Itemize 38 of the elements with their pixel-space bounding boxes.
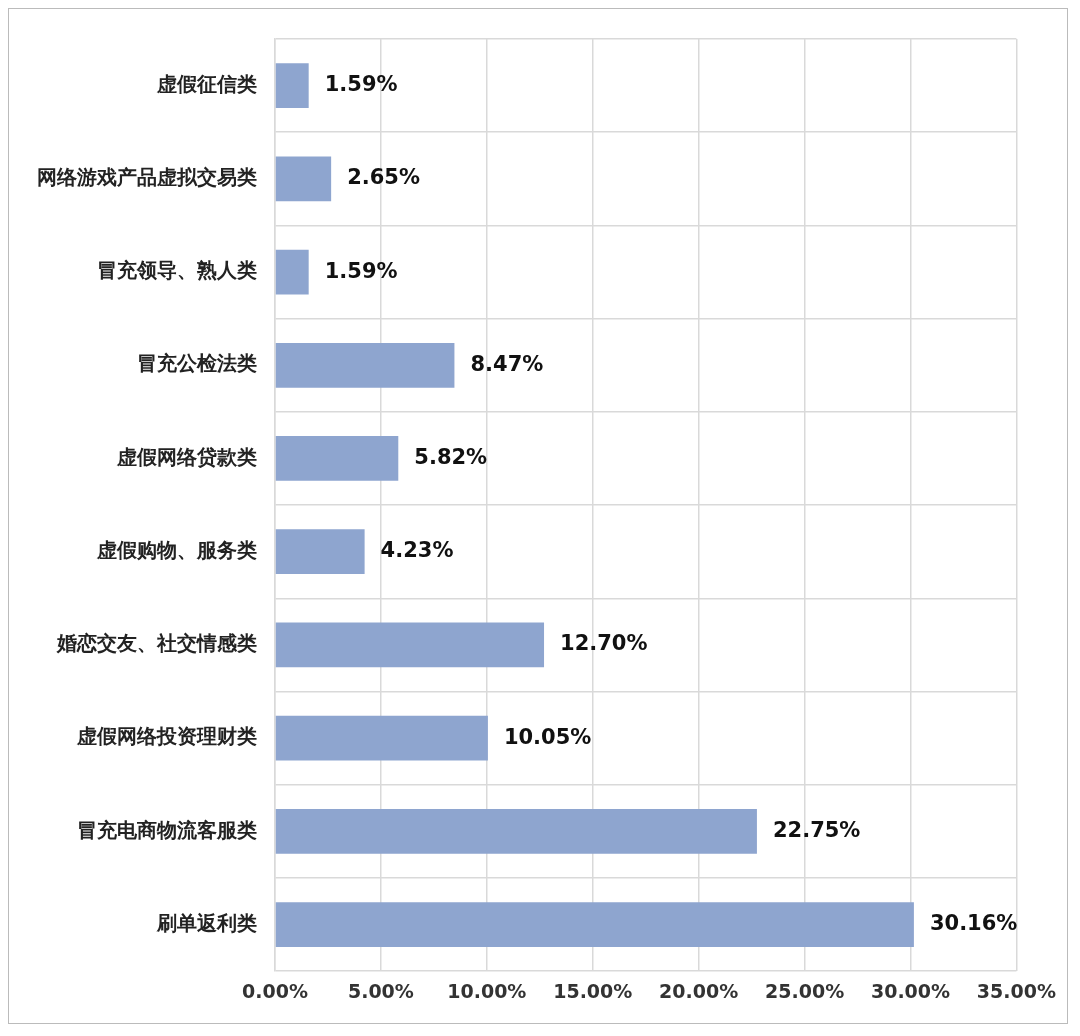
bar (275, 529, 365, 575)
bar (275, 156, 332, 202)
y-tick-label: 冒充领导、熟人类 (97, 258, 257, 283)
x-tick-label: 0.00% (242, 979, 308, 1002)
y-tick-label: 婚恋交友、社交情感类 (56, 631, 257, 656)
x-tick-label: 35.00% (976, 979, 1056, 1002)
data-label: 4.23% (380, 538, 454, 563)
data-label: 30.16% (929, 911, 1018, 936)
bar (275, 342, 455, 388)
data-label: 1.59% (324, 258, 398, 283)
data-label: 5.82% (414, 444, 488, 469)
x-tick-label: 10.00% (447, 979, 527, 1002)
bar (275, 63, 309, 108)
bar (275, 249, 309, 295)
y-tick-label: 冒充电商物流客服类 (77, 817, 257, 842)
bar (275, 436, 399, 481)
data-label: 1.59% (324, 72, 398, 97)
x-tick-label: 15.00% (553, 979, 633, 1002)
x-tick-label: 30.00% (870, 979, 951, 1002)
x-tick-label: 25.00% (765, 979, 845, 1002)
y-tick-label: 刷单返利类 (156, 910, 257, 935)
x-tick-label: 5.00% (347, 979, 414, 1002)
bar (275, 715, 488, 761)
y-tick-label: 冒充公检法类 (137, 351, 257, 376)
bar (275, 622, 545, 668)
y-tick-label: 虚假网络贷款类 (116, 444, 257, 469)
data-label: 2.65% (347, 165, 420, 190)
data-label: 8.47% (470, 351, 544, 376)
y-tick-label: 网络游戏产品虚拟交易类 (37, 165, 257, 190)
y-tick-label: 虚假征信类 (156, 71, 257, 96)
bar (275, 902, 914, 947)
data-label: 12.70% (560, 631, 648, 656)
data-label: 10.05% (503, 724, 592, 749)
y-tick-label: 虚假网络投资理财类 (76, 724, 257, 749)
y-tick-label: 虚假购物、服务类 (96, 537, 257, 562)
x-tick-label: 20.00% (659, 979, 739, 1002)
bar (275, 809, 757, 854)
data-label: 22.75% (772, 817, 861, 842)
